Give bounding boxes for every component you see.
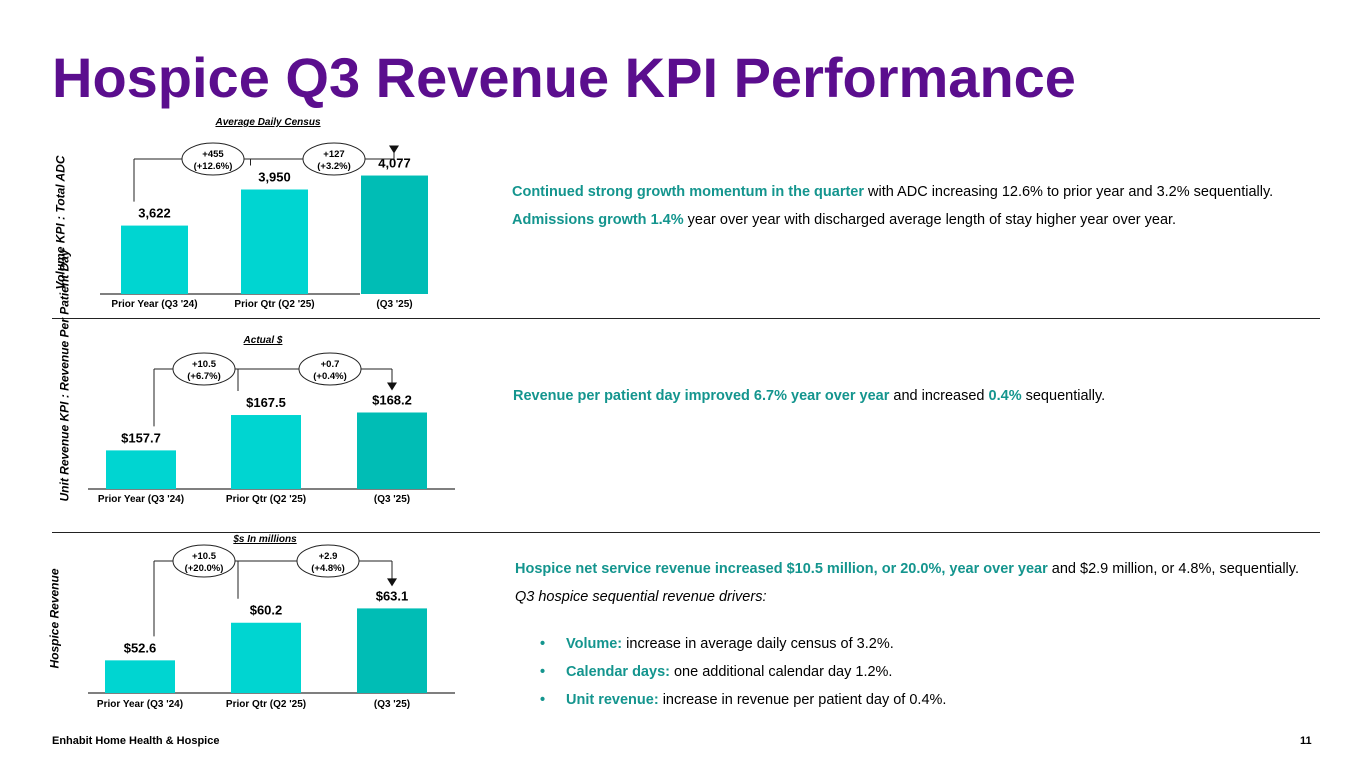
- chart-svg: $s In millions $52.6 Prior Year (Q3 '24) $6…: [88, 534, 455, 710]
- adc-commentary-p1: Continued strong growth momentum in the …: [512, 184, 1274, 200]
- change-value-2: +2.9: [319, 551, 338, 562]
- change-bubble-2: [296, 544, 360, 578]
- bar-2: [241, 189, 308, 294]
- category-label-1: Prior Year (Q3 '24): [97, 699, 183, 710]
- footer-company: Enhabit Home Health & Hospice: [52, 735, 220, 747]
- driver-bullet-volume: • Volume: increase in average daily censu…: [540, 636, 894, 652]
- bar-value-label-2: $60.2: [250, 603, 283, 618]
- bar-value-label-3: $168.2: [372, 392, 412, 407]
- chart-rppd: Actual $ $157.7 Prior Year (Q3 '24) $167.5 P…: [0, 0, 470, 520]
- chart-adc: Average Daily Census 3,622 Prior Year (Q3 …: [0, 0, 470, 320]
- bar-value-label-3: $63.1: [376, 588, 409, 603]
- bar-value-label-2: $167.5: [246, 395, 286, 410]
- driver-bullet-calendar-days: • Calendar days: one additional calendar …: [540, 664, 893, 680]
- change-value-2: +127: [323, 149, 344, 160]
- change-value-1: +10.5: [192, 551, 217, 562]
- bar-2: [231, 622, 301, 693]
- divider-1: [52, 318, 1320, 319]
- chart-title: Actual $: [243, 335, 283, 346]
- rppd-commentary: Revenue per patient day improved 6.7% ye…: [513, 388, 1106, 404]
- arrowhead: [389, 145, 399, 154]
- bar-3: [361, 175, 428, 294]
- change-bubble-1: [172, 352, 236, 386]
- change-bubble-1: [181, 142, 245, 176]
- change-bubble-1: [172, 544, 236, 578]
- category-label-3: (Q3 '25): [376, 299, 412, 310]
- arrowhead: [387, 578, 397, 587]
- change-bubble-2: [298, 352, 362, 386]
- category-label-2: Prior Qtr (Q2 '25): [234, 299, 314, 310]
- category-label-3: (Q3 '25): [374, 494, 410, 505]
- page-number: 11: [1300, 735, 1312, 747]
- revenue-commentary-p1: Hospice net service revenue increased $1…: [515, 561, 1299, 577]
- change-bubble-2: [302, 142, 366, 176]
- category-label-1: Prior Year (Q3 '24): [98, 494, 184, 505]
- chart-title: Average Daily Census: [214, 117, 320, 128]
- bar-1: [106, 450, 176, 489]
- bar-1: [105, 660, 175, 693]
- drivers-heading: Q3 hospice sequential revenue drivers:: [515, 589, 767, 605]
- revenue-commentary: Hospice net service revenue increased $1…: [515, 559, 1315, 607]
- driver-bullet-unit-revenue: • Unit revenue: increase in revenue per p…: [540, 692, 947, 708]
- change-value-1: +455: [202, 149, 224, 160]
- arrowhead: [387, 382, 397, 391]
- chart-title: $s In millions: [232, 534, 297, 545]
- change-value-1: +10.5: [192, 359, 217, 370]
- category-label-2: Prior Qtr (Q2 '25): [226, 699, 306, 710]
- change-pct-1: (+20.0%): [185, 563, 224, 574]
- change-value-2: +0.7: [321, 359, 340, 370]
- bar-3: [357, 608, 427, 693]
- bar-value-label-2: 3,950: [258, 170, 291, 185]
- change-pct-1: (+12.6%): [194, 161, 233, 172]
- bar-2: [231, 415, 301, 489]
- change-pct-2: (+4.8%): [311, 563, 345, 574]
- bar-1: [121, 225, 188, 294]
- category-label-2: Prior Qtr (Q2 '25): [226, 494, 306, 505]
- category-label-3: (Q3 '25): [374, 699, 410, 710]
- bar-3: [357, 412, 427, 489]
- change-pct-1: (+6.7%): [187, 371, 221, 382]
- slide-title: Hospice Q3 Revenue KPI Performance: [52, 46, 1076, 109]
- chart-svg: Actual $ $157.7 Prior Year (Q3 '24) $167.5 P…: [88, 335, 455, 505]
- bar-value-label-1: $52.6: [124, 640, 157, 655]
- adc-commentary: Continued strong growth momentum in the …: [512, 182, 1312, 230]
- change-pct-2: (+3.2%): [317, 161, 351, 172]
- chart-svg: Average Daily Census 3,622 Prior Year (Q3 …: [100, 117, 428, 310]
- bar-value-label-1: $157.7: [121, 430, 161, 445]
- adc-commentary-p2: Admissions growth 1.4% year over year wi…: [512, 212, 1177, 228]
- chart-revenue: $s In millions $52.6 Prior Year (Q3 '24) $6…: [0, 0, 470, 720]
- bar-value-label-1: 3,622: [138, 206, 171, 221]
- change-pct-2: (+0.4%): [313, 371, 347, 382]
- divider-2: [52, 532, 1320, 533]
- category-label-1: Prior Year (Q3 '24): [111, 299, 197, 310]
